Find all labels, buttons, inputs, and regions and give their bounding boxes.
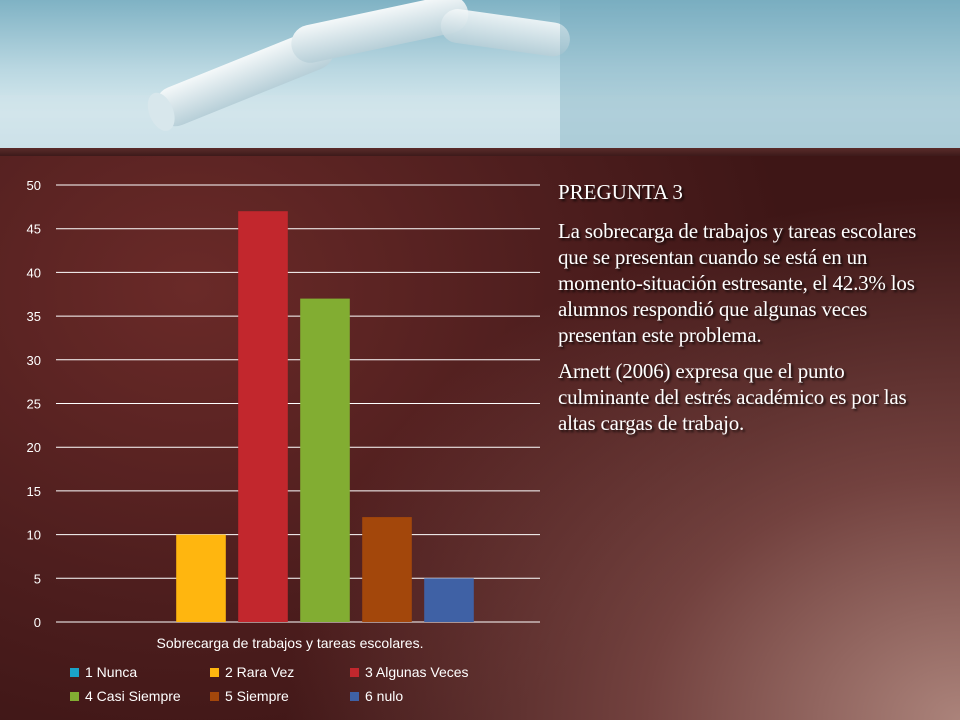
y-tick-label: 0 <box>34 615 41 630</box>
legend-item-algunas-veces: 3 Algunas Veces <box>350 664 530 680</box>
legend-item-nulo: 6 nulo <box>350 688 530 704</box>
legend-swatch <box>350 691 359 701</box>
legend-row: 4 Casi Siempre 5 Siempre 6 nulo <box>70 684 540 708</box>
legend-item-rara-vez: 2 Rara Vez <box>210 664 350 680</box>
y-tick-label: 15 <box>27 484 41 499</box>
bar-chart: 0 5 10 15 20 25 30 35 40 45 50 Sobrecarga de traba… <box>27 178 540 651</box>
chart-bars <box>176 211 474 622</box>
y-tick-label: 50 <box>27 178 41 193</box>
citation-paragraph: Arnett (2006) expresa que el punto culmi… <box>558 359 907 435</box>
y-tick-label: 40 <box>27 265 41 280</box>
y-tick-label: 25 <box>27 397 41 412</box>
legend-label: 5 Siempre <box>225 688 289 704</box>
bar-5-siempre <box>362 517 412 622</box>
chart-legend: 1 Nunca 2 Rara Vez 3 Algunas Veces 4 Cas… <box>70 660 540 708</box>
legend-swatch <box>70 667 79 677</box>
chart-gridlines <box>56 184 540 623</box>
legend-swatch <box>70 691 79 701</box>
legend-item-siempre: 5 Siempre <box>210 688 350 704</box>
bar-2-rara-vez <box>176 534 226 622</box>
header-divider-band <box>0 148 960 156</box>
y-tick-label: 5 <box>34 571 41 586</box>
y-tick-label: 30 <box>27 353 41 368</box>
result-paragraph: La sobrecarga de trabajos y tareas escol… <box>558 219 917 347</box>
legend-item-casi-siempre: 4 Casi Siempre <box>70 688 210 704</box>
bar-6-nulo <box>424 578 474 622</box>
y-tick-label: 45 <box>27 222 41 237</box>
question-heading: PREGUNTA 3 <box>558 180 683 204</box>
legend-swatch <box>210 667 219 677</box>
chalk-photo-illustration <box>0 0 960 152</box>
header-photo <box>0 0 960 152</box>
legend-swatch <box>210 691 219 701</box>
bar-3-algunas-veces <box>238 211 288 622</box>
y-tick-label: 20 <box>27 440 41 455</box>
legend-label: 4 Casi Siempre <box>85 688 181 704</box>
x-axis-category-label: Sobrecarga de trabajos y tareas escolare… <box>157 635 424 651</box>
y-tick-label: 35 <box>27 309 41 324</box>
legend-label: 2 Rara Vez <box>225 664 295 680</box>
y-axis-ticks: 0 5 10 15 20 25 30 35 40 45 50 <box>27 178 41 630</box>
legend-label: 1 Nunca <box>85 664 138 680</box>
y-tick-label: 10 <box>27 528 41 543</box>
slide-text-block: PREGUNTA 3 La sobrecarga de trabajos y t… <box>558 178 928 446</box>
legend-label: 6 nulo <box>365 688 404 704</box>
legend-item-nunca: 1 Nunca <box>70 664 210 680</box>
bar-4-casi-siempre <box>300 298 350 622</box>
legend-row: 1 Nunca 2 Rara Vez 3 Algunas Veces <box>70 660 540 684</box>
legend-swatch <box>350 667 359 677</box>
legend-label: 3 Algunas Veces <box>365 664 469 680</box>
